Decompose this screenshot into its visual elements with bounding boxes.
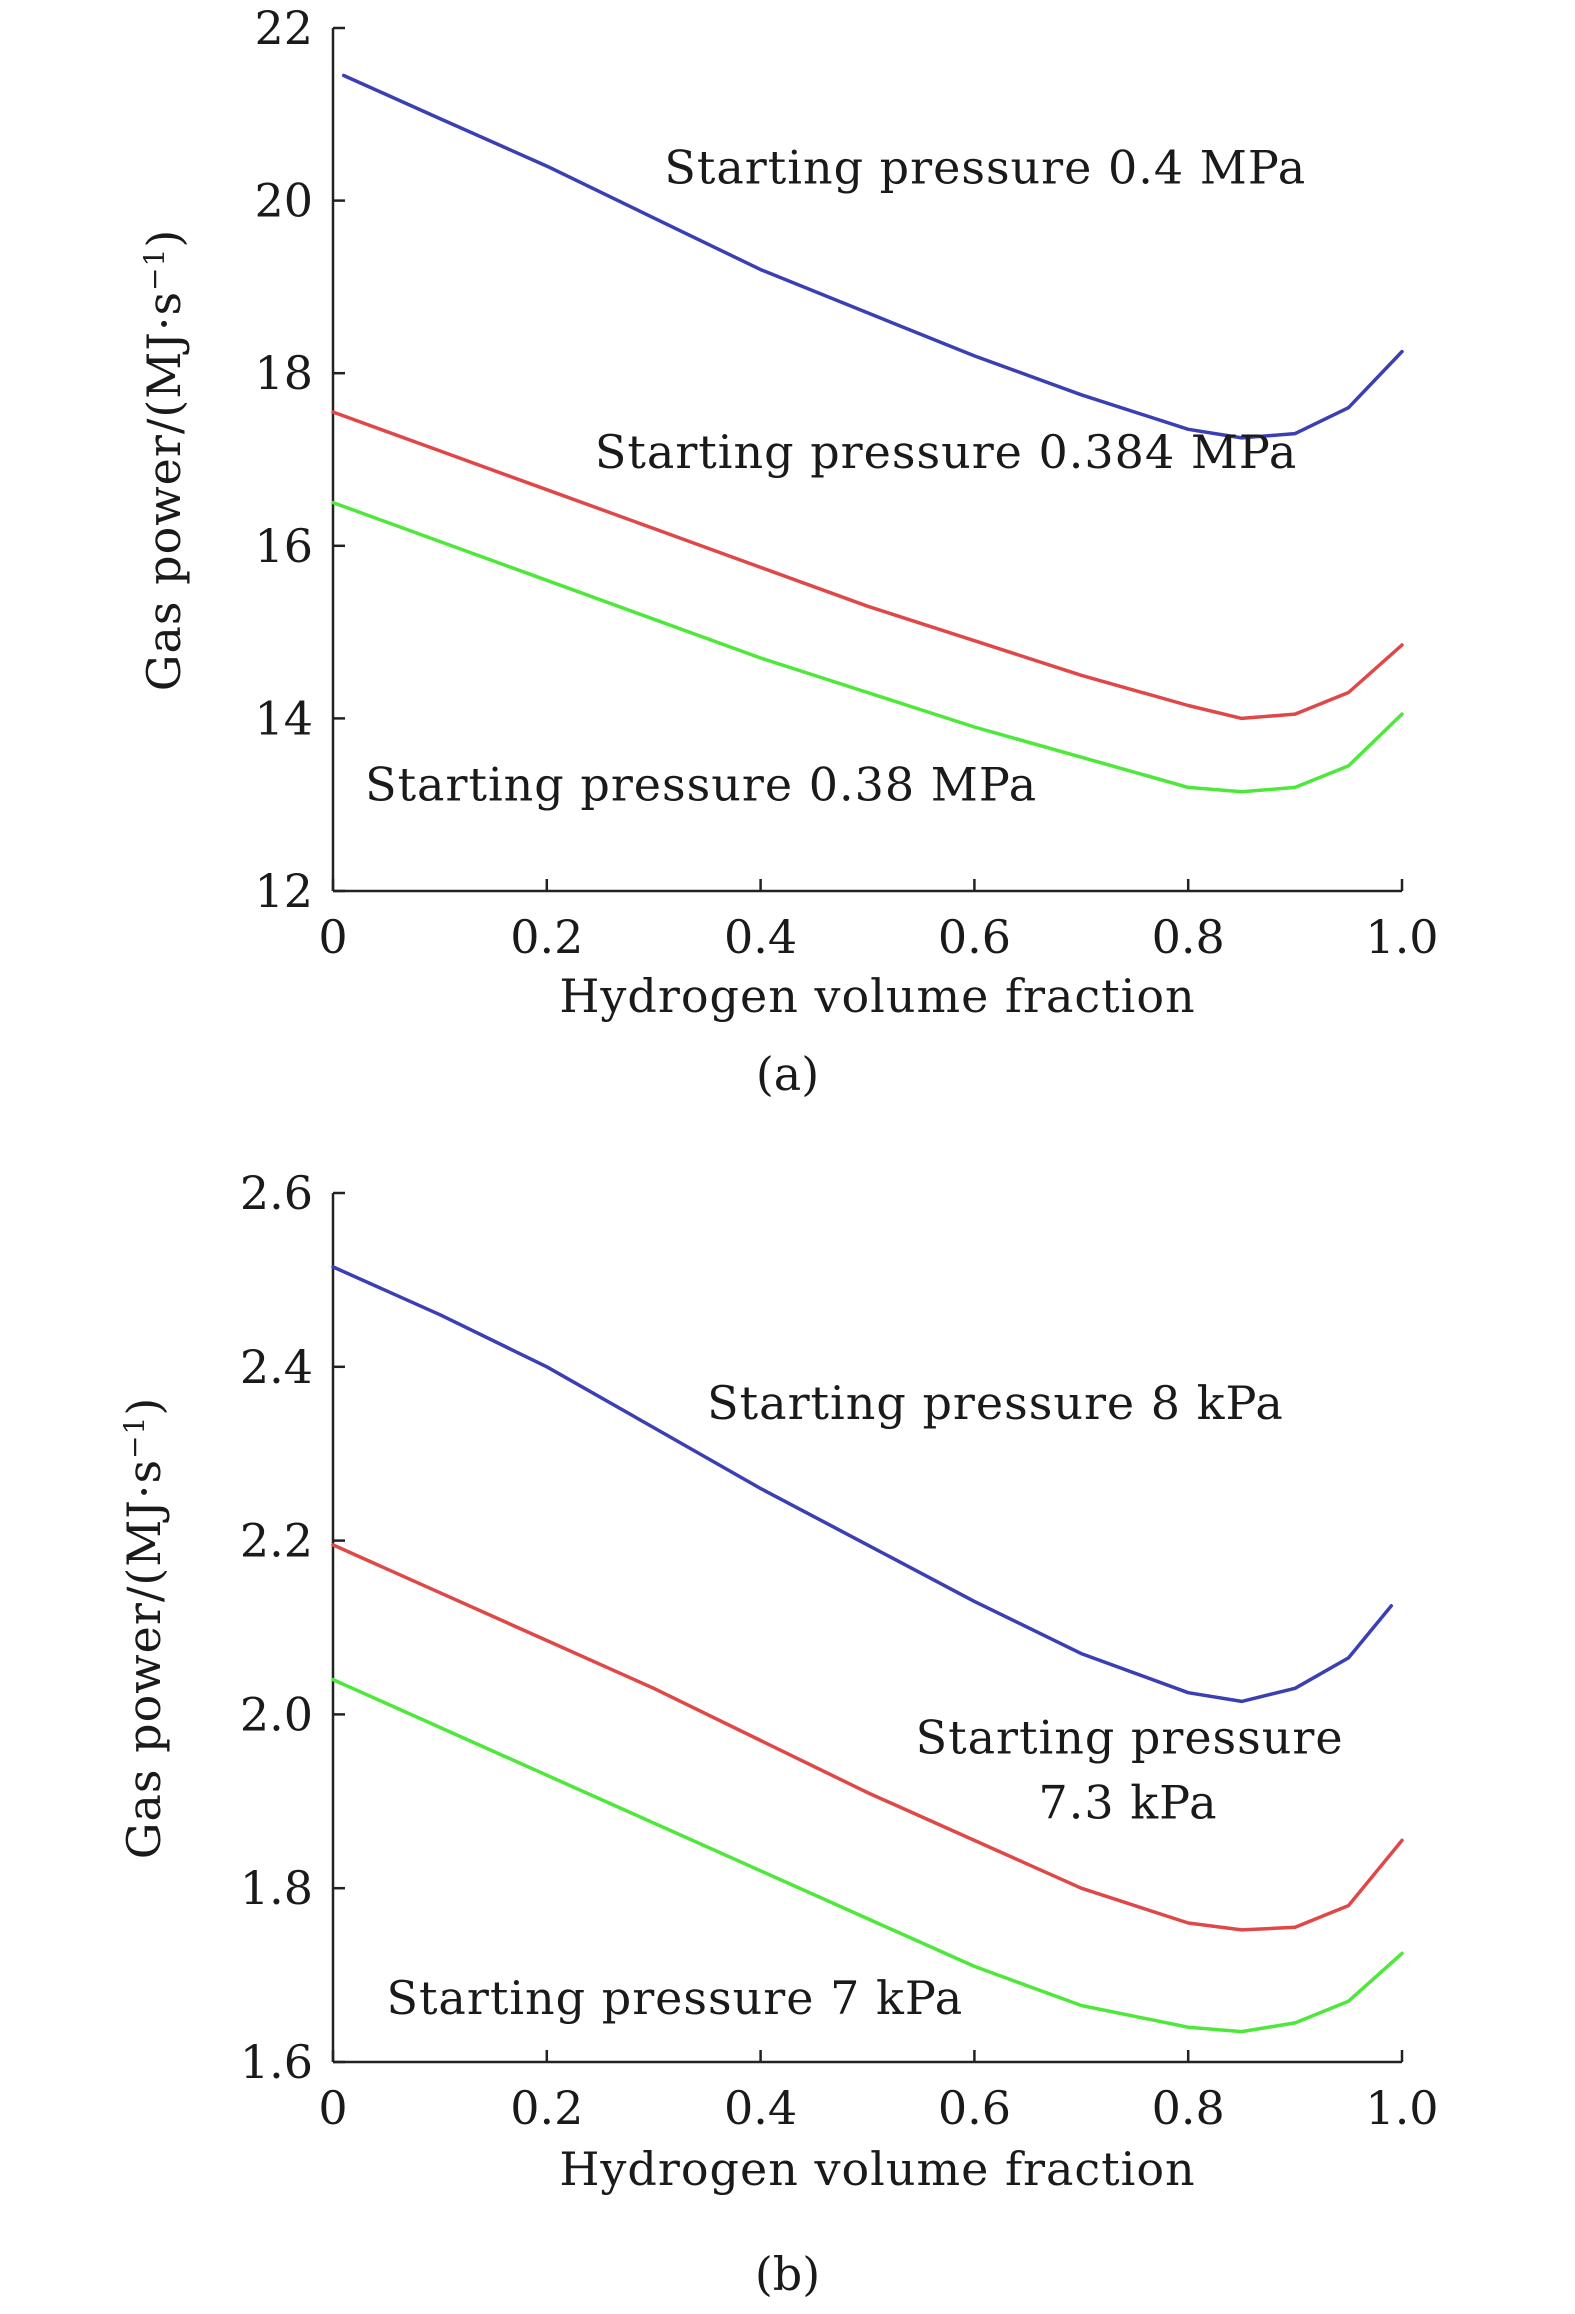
y-tick-label: 16 xyxy=(254,519,313,573)
series-annotation: Starting pressure xyxy=(916,1711,1344,1765)
panel-b: 0 0.2 0.4 0.6 0.8 1.0 1.6 1.8 2.0 2.2 2.4 2.6 Hydrog… xyxy=(117,1166,1439,2301)
y-tick-label: 2.4 xyxy=(240,1340,313,1394)
x-tick-label: 1.0 xyxy=(1365,910,1438,964)
series-line-green xyxy=(331,1677,1404,2034)
panel-label: (b) xyxy=(755,2247,820,2301)
series-line-blue xyxy=(341,73,1404,440)
x-tick-label: 0.4 xyxy=(724,910,797,964)
y-tick-label: 14 xyxy=(254,691,313,745)
y-tick-label: 1.8 xyxy=(240,1861,313,1915)
series-annotation: 7.3 kPa xyxy=(1039,1776,1218,1830)
series-line-blue xyxy=(331,1265,1394,1704)
series-annotation: Starting pressure 7 kPa xyxy=(386,1971,963,2025)
x-tick-label: 0.4 xyxy=(724,2081,797,2135)
y-tick-label: 2.2 xyxy=(240,1514,313,1568)
x-axis-title: Hydrogen volume fraction xyxy=(559,2142,1195,2196)
x-tick-label: 0.6 xyxy=(938,910,1011,964)
series-annotation: Starting pressure 0.384 MPa xyxy=(595,425,1297,479)
series-line-red xyxy=(331,410,1404,721)
x-tick-label: 0.6 xyxy=(938,2081,1011,2135)
y-tick-label: 22 xyxy=(254,1,313,55)
y-tick-label: 18 xyxy=(254,346,313,400)
x-tick-label: 0.8 xyxy=(1152,910,1225,964)
x-tick-label: 1.0 xyxy=(1365,2081,1438,2135)
panel-label: (a) xyxy=(756,1047,819,1101)
x-tick-label: 0.8 xyxy=(1152,2081,1225,2135)
x-tick-label: 0 xyxy=(318,2081,347,2135)
y-tick-label: 2.6 xyxy=(240,1166,313,1220)
y-axis-title: Gas power/(MJ·s−1) xyxy=(137,229,191,692)
series-annotation: Starting pressure 8 kPa xyxy=(707,1376,1284,1430)
x-tick-label: 0 xyxy=(318,910,347,964)
series-line-green xyxy=(331,500,1404,794)
series-line-red xyxy=(331,1543,1404,1932)
x-tick-label: 0.2 xyxy=(510,910,583,964)
series-annotation: Starting pressure 0.38 MPa xyxy=(365,757,1037,811)
y-axis-title: Gas power/(MJ·s−1) xyxy=(117,1397,171,1860)
series-annotation: Starting pressure 0.4 MPa xyxy=(664,140,1306,194)
y-tick-label: 20 xyxy=(254,174,313,228)
y-tick-label: 12 xyxy=(254,864,313,918)
y-tick-label: 1.6 xyxy=(240,2035,313,2089)
x-axis-title: Hydrogen volume fraction xyxy=(559,969,1195,1023)
y-tick-label: 2.0 xyxy=(240,1687,313,1741)
panel-a: 0 0.2 0.4 0.6 0.8 1.0 12 14 16 18 20 22 Hydrogen vol… xyxy=(137,1,1439,1101)
x-tick-label: 0.2 xyxy=(510,2081,583,2135)
